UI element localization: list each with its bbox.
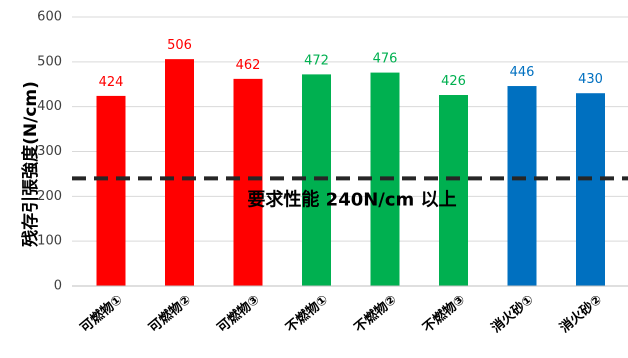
y-tick-label-500: 500 [37,54,62,69]
reference-line-group: 要求性能 240N/cm 以上 [72,176,628,210]
data-label-6: 426 [441,74,466,89]
y-tick-label-400: 400 [37,99,62,114]
x-tick-label-4: 不燃物① [283,291,332,335]
y-tick-label-0: 0 [54,279,62,294]
x-tick-label-2: 可燃物② [146,291,195,335]
data-label-2: 506 [167,38,192,53]
x-tick-label-5: 不燃物② [351,291,400,335]
x-tick-label-6: 不燃物③ [420,291,469,335]
x-tick-label-3: 可燃物③ [214,291,263,335]
bar-2 [165,59,194,286]
bar-8 [576,93,605,286]
x-tick-label-1: 可燃物① [77,291,126,335]
bar-3 [233,78,263,287]
x-tick-label-7: 消火砂① [488,291,537,335]
x-tick-label-8: 消火砂② [557,291,606,335]
data-label-5: 476 [373,52,398,67]
data-label-3: 462 [236,58,261,73]
y-tick-label-600: 600 [37,10,62,25]
y-tick-label-100: 100 [37,234,62,249]
bar-6 [439,95,468,286]
y-tick-label-200: 200 [37,189,62,204]
bar-7 [507,86,537,286]
data-label-8: 430 [578,72,603,87]
data-label-1: 424 [99,75,124,90]
data-label-4: 472 [304,53,329,68]
bar-1 [96,95,126,286]
data-label-7: 446 [510,65,535,80]
y-axis-title: 残存引張強度(N/cm) [20,81,41,247]
bars [96,59,605,287]
y-tick-label-300: 300 [37,144,62,159]
reference-line-label: 要求性能 240N/cm 以上 [247,188,456,210]
